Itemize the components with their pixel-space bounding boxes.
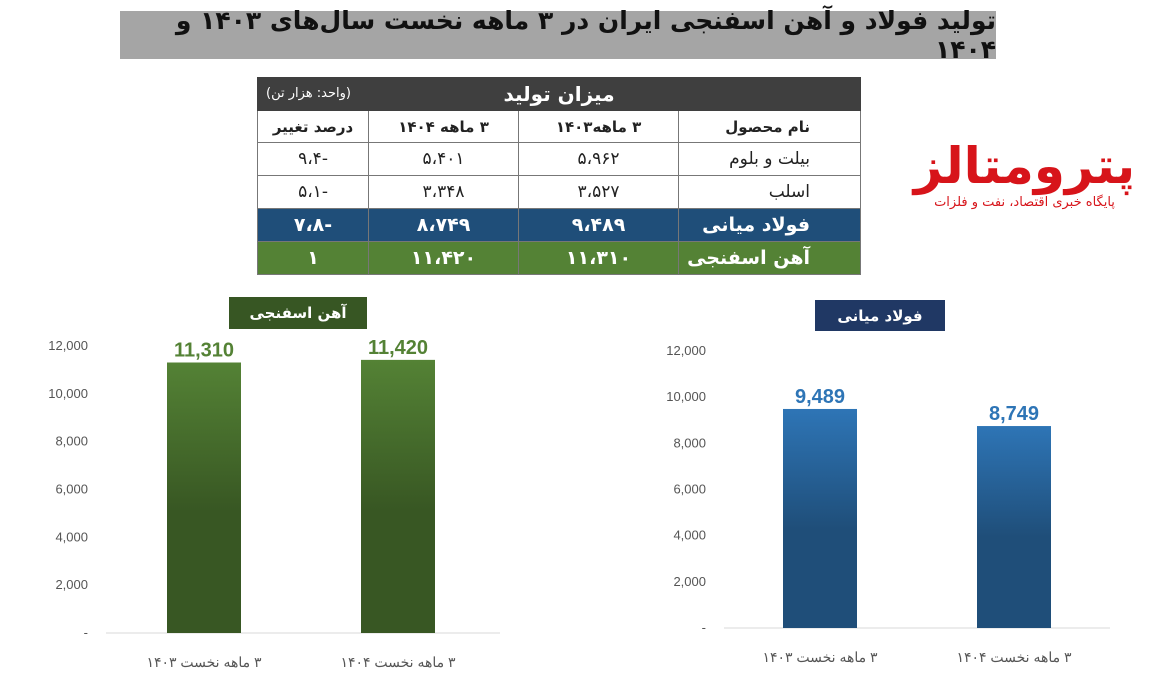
- data-label: 9,489: [795, 386, 845, 408]
- cell-change: -۹،۴: [256, 142, 370, 176]
- bar: [361, 359, 435, 633]
- data-label: 11,310: [174, 340, 234, 362]
- table-caption-row: میزان تولید (واحد: هزار تن): [256, 77, 862, 111]
- category-label: ۳ ماهه نخست ۱۴۰۳: [762, 649, 878, 665]
- chart-title-badge: آهن اسفنجی: [229, 297, 367, 329]
- y-tick-label: -: [702, 620, 706, 635]
- cell-1404: ۳،۳۴۸: [368, 175, 520, 209]
- cell-1404: ۸،۷۴۹: [368, 208, 520, 242]
- cell-change: ۱: [256, 241, 370, 275]
- unit-note: (واحد: هزار تن): [266, 86, 351, 101]
- category-label: ۳ ماهه نخست ۱۴۰۴: [956, 649, 1072, 665]
- y-tick-label: 10,000: [48, 386, 88, 401]
- bar: [977, 426, 1051, 628]
- table-row: اسلب ۳،۵۲۷ ۳،۳۴۸ -۵،۱: [256, 175, 862, 209]
- table-header-row: نام محصول ۳ ماهه۱۴۰۳ ۳ ماهه ۱۴۰۴ درصد تغ…: [256, 110, 862, 143]
- intermediate-steel-chart: فولاد میانی - 2,000 4,000 6,000 8,000 10,000 1…: [630, 290, 1151, 687]
- logo: پترومتالز پایگاه خبری اقتصاد، نفت و فلزا…: [912, 135, 1137, 225]
- cell-1404: ۵،۴۰۱: [368, 142, 520, 176]
- y-tick-label: 8,000: [55, 434, 88, 449]
- table-row: فولاد میانی ۹،۴۸۹ ۸،۷۴۹ -۷،۸: [256, 208, 862, 242]
- cell-1403: ۱۱،۳۱۰: [518, 241, 680, 275]
- y-tick-label: 2,000: [55, 577, 88, 592]
- cell-1403: ۵،۹۶۲: [518, 142, 680, 176]
- logo-name: پترومتالز: [913, 137, 1136, 195]
- sponge-iron-chart: آهن اسفنجی - 2,000 4,000 6,000 8,000 10,000 12…: [0, 290, 520, 687]
- sponge-iron-chart-svg: - 2,000 4,000 6,000 8,000 10,000 12,000 11,310 ۳…: [48, 337, 500, 670]
- header-change: درصد تغییر: [256, 110, 370, 143]
- y-tick-label: 8,000: [673, 435, 706, 450]
- table-caption: میزان تولید (واحد: هزار تن): [256, 77, 862, 111]
- y-tick-label: 12,000: [666, 343, 706, 358]
- bar: [167, 362, 241, 633]
- data-label: 8,749: [989, 403, 1039, 425]
- cell-1404: ۱۱،۴۲۰: [368, 241, 520, 275]
- chart-title-badge: فولاد میانی: [815, 300, 945, 331]
- y-tick-label: 12,000: [48, 338, 88, 353]
- cell-1403: ۳،۵۲۷: [518, 175, 680, 209]
- cell-name: بیلت و بلوم: [678, 142, 862, 176]
- bar: [783, 408, 857, 628]
- header-product-name: نام محصول: [678, 110, 862, 143]
- table-caption-title: میزان تولید: [503, 82, 615, 106]
- cell-name: آهن اسفنجی: [678, 241, 862, 275]
- y-tick-label: 6,000: [55, 482, 88, 497]
- logo-tagline: پایگاه خبری اقتصاد، نفت و فلزات: [934, 195, 1115, 210]
- cell-1403: ۹،۴۸۹: [518, 208, 680, 242]
- category-label: ۳ ماهه نخست ۱۴۰۴: [340, 654, 456, 670]
- y-tick-label: 10,000: [666, 389, 706, 404]
- page-title: تولید فولاد و آهن اسفنجی ایران در ۳ ماهه…: [120, 6, 996, 64]
- y-tick-label: 4,000: [55, 529, 88, 544]
- header-1404: ۳ ماهه ۱۴۰۴: [368, 110, 520, 143]
- table-row: آهن اسفنجی ۱۱،۳۱۰ ۱۱،۴۲۰ ۱: [256, 241, 862, 275]
- y-tick-label: 4,000: [673, 528, 706, 543]
- category-label: ۳ ماهه نخست ۱۴۰۳: [146, 654, 262, 670]
- data-label: 11,420: [368, 337, 428, 359]
- cell-change: -۷،۸: [256, 208, 370, 242]
- table-row: بیلت و بلوم ۵،۹۶۲ ۵،۴۰۱ -۹،۴: [256, 142, 862, 176]
- intermediate-steel-chart-svg: - 2,000 4,000 6,000 8,000 10,000 12,000 9,489 ۳ …: [666, 343, 1110, 665]
- y-tick-label: 2,000: [673, 574, 706, 589]
- cell-name: فولاد میانی: [678, 208, 862, 242]
- y-tick-label: -: [84, 625, 88, 640]
- cell-change: -۵،۱: [256, 175, 370, 209]
- y-tick-label: 6,000: [673, 482, 706, 497]
- cell-name: اسلب: [678, 175, 862, 209]
- header-1403: ۳ ماهه۱۴۰۳: [518, 110, 680, 143]
- production-table: میزان تولید (واحد: هزار تن) نام محصول ۳ …: [256, 77, 862, 275]
